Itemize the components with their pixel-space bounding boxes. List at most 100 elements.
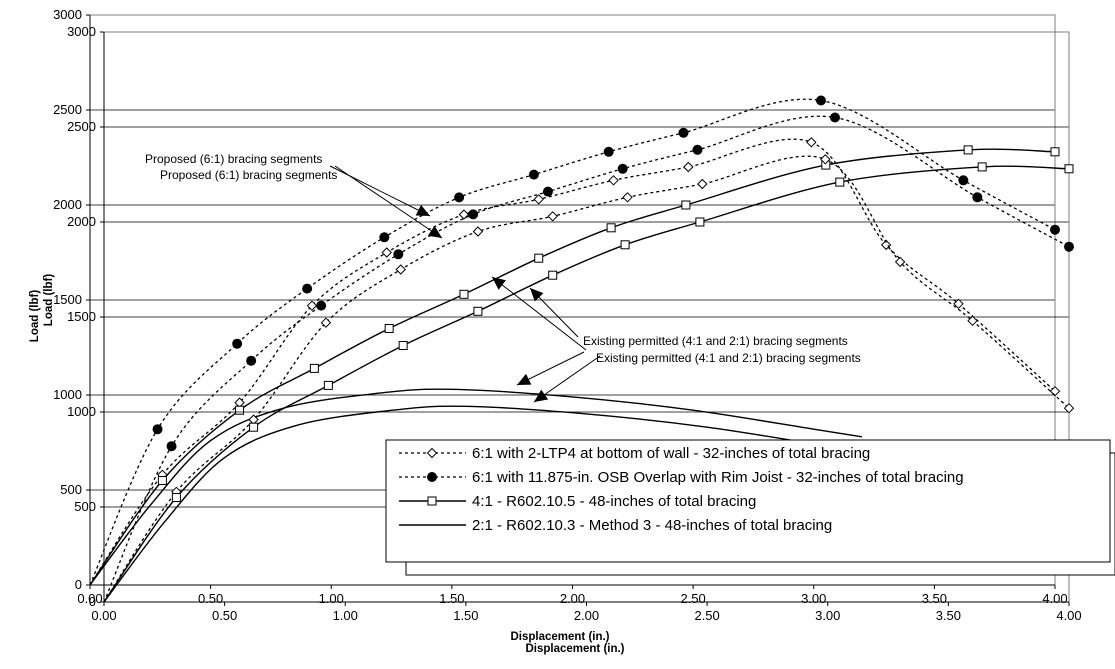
y-axis-title: Load (lbf) — [29, 290, 41, 343]
series-1-point — [320, 317, 332, 328]
y-tick-label: 1000 — [53, 387, 82, 402]
series-1-point — [395, 264, 406, 275]
series-3-point — [398, 341, 408, 350]
series-line-4 — [103, 405, 877, 603]
series-1-point — [608, 175, 619, 186]
series-2-point — [302, 283, 313, 294]
x-tick-label: 2.50 — [680, 591, 705, 606]
series-1-point — [533, 194, 544, 205]
x-tick-label: 1.50 — [453, 608, 478, 623]
series-2-point — [166, 441, 177, 452]
legend-label: 6:1 with 11.875-in. OSB Overlap with Rim… — [472, 469, 964, 486]
series-1-point — [697, 178, 708, 190]
x-tick-label: 0.00 — [77, 591, 102, 606]
legend-label: 6:1 with 2-LTP4 at bottom of wall - 32-i… — [472, 445, 870, 462]
series-1-point — [547, 211, 558, 222]
series-2-point — [1050, 224, 1060, 235]
series-1-point — [820, 154, 831, 165]
series-3-point — [606, 223, 616, 233]
series-3-point — [323, 380, 333, 390]
series-2-point — [829, 112, 840, 123]
series-3-point — [695, 217, 705, 227]
series-2-point — [958, 175, 969, 186]
series-2-point — [528, 169, 539, 180]
series-1-point — [967, 315, 978, 327]
y-tick-label: 2500 — [67, 119, 96, 134]
series-line-2 — [103, 115, 1070, 603]
x-tick-label: 2.00 — [574, 608, 599, 623]
series-3-point — [157, 476, 167, 485]
series-line-3 — [89, 148, 1056, 586]
series-3-point — [171, 493, 181, 502]
annotation-arrow-head — [534, 389, 549, 402]
series-2-point — [246, 355, 257, 366]
y-tick-label: 2000 — [67, 214, 96, 229]
annotation-text: Proposed (6:1) bracing segments — [145, 152, 322, 166]
series-3-point — [977, 162, 987, 172]
legend-label: 4:1 - R602.10.5 - 48-inches of total bra… — [472, 493, 756, 510]
series-line-4 — [89, 388, 863, 586]
x-tick-label: 1.50 — [439, 591, 464, 606]
series-3-point — [459, 289, 469, 299]
y-tick-label: 2500 — [53, 102, 82, 117]
series-2-point — [468, 209, 479, 220]
series-3-point — [1050, 147, 1060, 157]
x-tick-label: 1.00 — [319, 591, 344, 606]
y-tick-label: 0 — [89, 594, 96, 609]
series-2-point — [454, 192, 465, 203]
series-2-point — [972, 192, 983, 203]
series-line-2 — [89, 98, 1056, 586]
series-1-point — [1063, 402, 1075, 414]
series-2-point — [152, 424, 163, 435]
series-1-point — [806, 137, 817, 148]
series-line-3 — [103, 165, 1070, 603]
series-2-point — [379, 232, 390, 243]
series-1-point — [1049, 385, 1061, 397]
x-tick-label: 2.50 — [694, 608, 719, 623]
series-2-point — [815, 95, 826, 106]
series-1-point — [894, 256, 906, 268]
series-1-point — [381, 247, 392, 258]
series-1-point — [880, 239, 892, 251]
y-tick-label: 500 — [60, 482, 82, 497]
series-2-point — [1064, 241, 1074, 252]
y-axis-title: Load (lbf) — [43, 274, 55, 327]
legend-marker — [427, 496, 437, 506]
x-tick-label: 3.00 — [801, 591, 826, 606]
legend-marker — [427, 472, 437, 482]
annotation-text: Existing permitted (4:1 and 2:1) bracing… — [583, 334, 848, 348]
annotation-arrow-shaft — [334, 165, 443, 239]
series-3-point — [963, 145, 973, 155]
series-2-point — [678, 127, 689, 138]
x-tick-label: 3.50 — [922, 591, 947, 606]
y-tick-label: 1500 — [53, 292, 82, 307]
x-tick-label: 4.00 — [1056, 608, 1081, 623]
series-2-point — [692, 144, 703, 155]
y-tick-label: 500 — [74, 499, 96, 514]
legend-label: 2:1 - R602.10.3 - Method 3 - 48-inches o… — [472, 517, 832, 534]
x-tick-label: 0.50 — [212, 608, 237, 623]
series-1-point — [622, 192, 633, 203]
series-3-point — [548, 270, 558, 280]
x-axis-title: Displacement (in.) — [525, 643, 624, 655]
annotation-arrow-head — [415, 204, 430, 216]
series-1-point — [306, 300, 318, 311]
annotation-arrow-shaft — [491, 276, 587, 351]
x-axis-title: Displacement (in.) — [510, 631, 609, 643]
series-1-point — [458, 209, 470, 220]
series-3-point — [620, 240, 630, 250]
series-3-point — [473, 306, 483, 316]
series-3-point — [681, 200, 691, 210]
annotation-text: Existing permitted (4:1 and 2:1) bracing… — [596, 351, 861, 365]
annotation-arrow-shaft — [533, 355, 601, 403]
x-tick-label: 4.00 — [1042, 591, 1067, 606]
x-tick-label: 1.00 — [333, 608, 358, 623]
annotation-arrow-head — [427, 225, 442, 238]
series-1-point — [472, 226, 484, 237]
legend-box — [385, 439, 1111, 563]
series-3-point — [249, 422, 259, 432]
annotation-arrow-shaft — [329, 165, 431, 217]
annotation-arrow-head — [492, 277, 506, 290]
x-tick-label: 3.00 — [815, 608, 840, 623]
series-3-point — [309, 363, 319, 373]
